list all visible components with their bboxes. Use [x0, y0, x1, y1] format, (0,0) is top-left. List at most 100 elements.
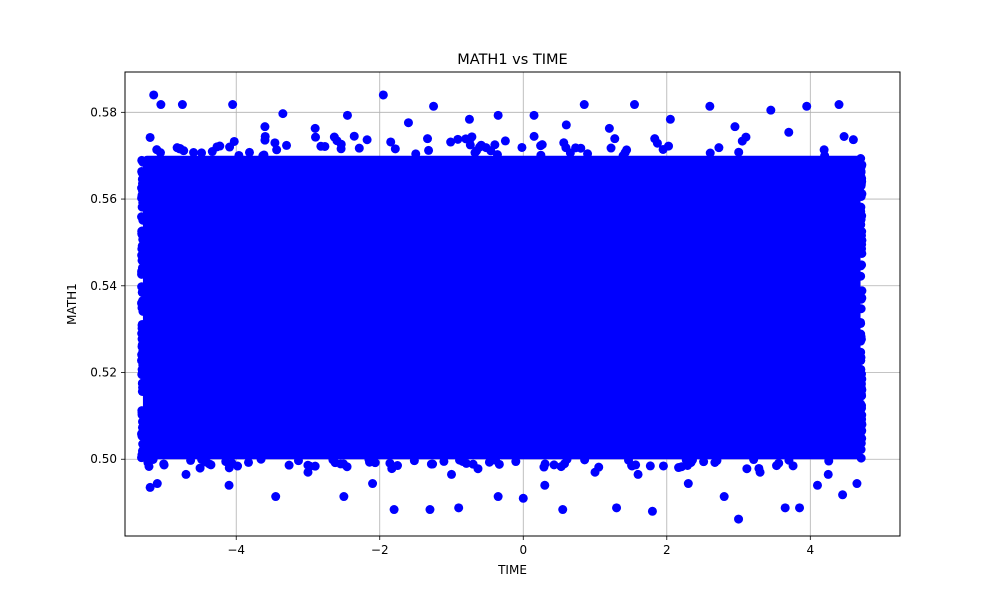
data-point — [579, 100, 589, 110]
data-point — [856, 154, 866, 164]
data-point — [453, 134, 463, 144]
data-point — [517, 142, 527, 152]
data-point — [137, 370, 147, 380]
plot-frame — [124, 71, 901, 537]
data-point — [856, 181, 866, 191]
data-point — [138, 198, 148, 208]
data-point — [856, 453, 866, 463]
data-point — [260, 135, 270, 145]
data-point — [742, 464, 752, 474]
data-point — [583, 149, 593, 159]
data-point — [177, 100, 187, 110]
data-point — [409, 456, 419, 466]
data-point — [243, 457, 253, 467]
data-point — [665, 114, 675, 124]
data-point — [403, 118, 413, 128]
data-point — [848, 135, 858, 145]
data-point — [392, 461, 402, 471]
data-point — [476, 140, 486, 150]
data-point — [486, 146, 496, 156]
data-point — [838, 490, 848, 500]
data-point — [137, 334, 147, 344]
data-point — [329, 132, 339, 142]
data-point — [749, 455, 759, 465]
data-point — [536, 150, 546, 160]
data-point — [256, 454, 266, 464]
data-point — [227, 458, 237, 468]
data-point — [272, 145, 282, 155]
data-point — [856, 166, 866, 176]
data-point — [137, 174, 147, 184]
dense-point-cloud — [142, 155, 861, 460]
data-point — [447, 469, 457, 479]
data-point — [260, 122, 270, 132]
data-point — [824, 456, 834, 466]
data-point — [856, 347, 866, 357]
data-point — [856, 400, 866, 410]
data-point — [378, 90, 388, 100]
data-point — [795, 503, 805, 513]
data-point — [181, 469, 191, 479]
data-point — [189, 148, 199, 158]
data-point — [224, 480, 234, 490]
data-point — [439, 456, 449, 466]
y-tick-label: 0.50 — [90, 452, 117, 466]
data-point — [284, 460, 294, 470]
data-point — [339, 492, 349, 502]
data-point — [699, 457, 709, 467]
data-point — [468, 459, 478, 469]
data-point — [540, 480, 550, 490]
data-point — [576, 143, 586, 153]
data-point — [834, 100, 844, 110]
data-point — [149, 90, 159, 100]
data-point — [206, 460, 216, 470]
data-point — [428, 459, 438, 469]
data-point — [705, 148, 715, 158]
axis-ticks: −4 −2 0 2 4 0.50 0.52 0.54 0.56 0.58 — [90, 105, 814, 557]
y-tick-label: 0.52 — [90, 366, 117, 380]
data-point — [144, 461, 154, 471]
data-point — [310, 461, 320, 471]
data-point — [336, 139, 346, 149]
data-point — [137, 406, 147, 416]
data-point — [812, 480, 822, 490]
data-point — [705, 101, 715, 111]
data-point — [137, 183, 147, 193]
data-point — [464, 114, 474, 124]
data-point — [386, 137, 396, 147]
data-point — [857, 391, 867, 401]
data-point — [857, 227, 867, 237]
data-point — [650, 134, 660, 144]
data-point — [686, 458, 696, 468]
y-tick-label: 0.58 — [90, 105, 117, 119]
data-point — [839, 131, 849, 141]
data-point — [390, 144, 400, 154]
data-point — [500, 136, 510, 146]
data-point — [454, 503, 464, 513]
data-point — [857, 293, 867, 303]
data-point — [629, 100, 639, 110]
data-point — [856, 191, 866, 201]
data-point — [152, 479, 162, 489]
data-point — [137, 155, 147, 165]
data-point — [303, 460, 313, 470]
data-point — [580, 455, 590, 465]
data-point — [674, 463, 684, 473]
data-point — [788, 461, 798, 471]
data-point — [741, 132, 751, 142]
data-point — [354, 143, 364, 153]
data-point — [565, 148, 575, 158]
data-point — [647, 506, 657, 516]
data-point — [137, 386, 147, 396]
data-point — [368, 479, 378, 489]
data-point — [461, 458, 471, 468]
data-point — [138, 306, 148, 316]
data-point — [228, 100, 238, 110]
data-point — [529, 110, 539, 120]
data-point — [645, 461, 655, 471]
data-point — [316, 141, 326, 151]
data-point — [493, 110, 503, 120]
data-point — [633, 469, 643, 479]
data-point — [852, 479, 862, 489]
y-axis-label: MATH1 — [65, 283, 79, 325]
